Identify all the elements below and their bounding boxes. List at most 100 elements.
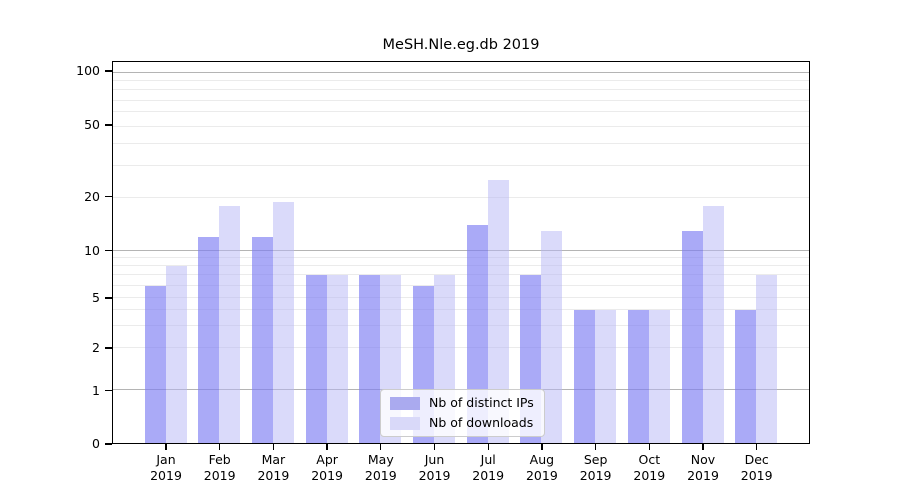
bar-nb-of-distinct-ips-mar bbox=[251, 237, 273, 443]
y-axis-tick bbox=[105, 389, 112, 392]
x-tick-month: Dec bbox=[744, 452, 769, 467]
bar-nb-of-downloads-sep bbox=[595, 310, 617, 443]
plot-area bbox=[112, 61, 810, 444]
bar-nb-of-downloads-dec bbox=[756, 275, 778, 443]
bar-nb-of-downloads-feb bbox=[219, 205, 241, 443]
minor-gridline bbox=[113, 265, 809, 267]
x-tick-month: Aug bbox=[529, 452, 555, 467]
x-axis-tick bbox=[272, 444, 275, 450]
chart-title: MeSH.Nle.eg.db 2019 bbox=[382, 37, 540, 53]
minor-gridline bbox=[113, 324, 809, 326]
x-tick-label-jan: Jan 2019 bbox=[150, 452, 182, 484]
minor-gridline bbox=[113, 274, 809, 276]
bar-nb-of-distinct-ips-jul bbox=[466, 225, 488, 443]
minor-gridline bbox=[113, 111, 809, 113]
legend-item-downloads: Nb of downloads bbox=[390, 416, 534, 430]
minor-gridline bbox=[113, 165, 809, 167]
minor-gridline bbox=[113, 142, 809, 144]
y-axis-tick bbox=[105, 195, 112, 198]
y-axis-tick bbox=[105, 297, 112, 299]
x-tick-year: 2019 bbox=[418, 468, 451, 483]
bar-nb-of-downloads-jan bbox=[165, 266, 187, 443]
x-tick-year: 2019 bbox=[740, 468, 773, 483]
minor-gridline bbox=[113, 284, 809, 286]
x-axis-tick bbox=[702, 444, 704, 450]
x-tick-month: May bbox=[367, 452, 394, 467]
legend: Nb of distinct IPs Nb of downloads bbox=[380, 389, 545, 437]
x-tick-label-jun: Jun 2019 bbox=[419, 452, 451, 484]
x-tick-label-nov: Nov 2019 bbox=[687, 452, 719, 484]
bar-nb-of-downloads-aug bbox=[541, 230, 563, 443]
x-tick-year: 2019 bbox=[257, 468, 290, 483]
x-tick-year: 2019 bbox=[472, 468, 505, 483]
legend-swatch-distinct-ips bbox=[390, 396, 420, 410]
bar-nb-of-downloads-apr bbox=[326, 275, 348, 443]
x-tick-month: Jan bbox=[156, 452, 176, 467]
x-tick-year: 2019 bbox=[633, 468, 666, 483]
y-tick-label: 1 bbox=[92, 382, 100, 398]
x-axis-tick bbox=[594, 444, 597, 450]
minor-gridline bbox=[113, 89, 809, 91]
minor-gridline bbox=[113, 309, 809, 311]
bar-nb-of-distinct-ips-nov bbox=[681, 230, 703, 443]
y-tick-label: 0 bbox=[92, 436, 100, 451]
y-tick-label: 5 bbox=[92, 290, 100, 305]
y-axis-tick bbox=[105, 249, 112, 252]
x-tick-year: 2019 bbox=[150, 468, 182, 483]
x-tick-month: Sep bbox=[583, 452, 608, 467]
y-tick-label: 50 bbox=[84, 116, 100, 132]
x-axis-tick bbox=[433, 444, 436, 450]
bar-nb-of-downloads-jul bbox=[487, 180, 509, 443]
bar-nb-of-distinct-ips-dec bbox=[735, 310, 757, 443]
x-tick-month: Nov bbox=[690, 452, 716, 467]
bar-nb-of-distinct-ips-oct bbox=[627, 310, 649, 443]
minor-gridline bbox=[113, 80, 809, 82]
x-axis-tick bbox=[219, 444, 221, 450]
x-axis-tick bbox=[756, 444, 758, 450]
x-axis-tick bbox=[326, 444, 328, 450]
x-axis-tick bbox=[380, 444, 382, 450]
y-axis-tick bbox=[105, 124, 112, 126]
x-tick-month: Jul bbox=[480, 452, 496, 467]
x-tick-label-feb: Feb 2019 bbox=[204, 452, 236, 484]
x-tick-label-oct: Oct 2019 bbox=[633, 452, 665, 484]
x-tick-label-dec: Dec 2019 bbox=[741, 452, 773, 484]
x-axis-tick bbox=[487, 444, 489, 450]
bar-nb-of-distinct-ips-sep bbox=[574, 310, 596, 443]
y-tick-label: 2 bbox=[92, 339, 100, 355]
y-tick-label: 20 bbox=[84, 188, 100, 204]
bar-nb-of-distinct-ips-feb bbox=[198, 237, 220, 443]
y-tick-label: 100 bbox=[76, 62, 100, 78]
y-axis-tick bbox=[105, 347, 112, 349]
minor-gridline bbox=[113, 297, 809, 299]
x-tick-label-sep: Sep 2019 bbox=[580, 452, 612, 484]
minor-gridline bbox=[113, 346, 809, 348]
x-tick-month: Feb bbox=[208, 452, 231, 467]
x-tick-label-mar: Mar 2019 bbox=[257, 452, 289, 484]
legend-item-distinct-ips: Nb of distinct IPs bbox=[390, 396, 534, 410]
bar-nb-of-downloads-nov bbox=[702, 205, 724, 443]
x-tick-label-aug: Aug 2019 bbox=[526, 452, 558, 484]
x-tick-month: Apr bbox=[316, 452, 338, 467]
x-tick-label-jul: Jul 2019 bbox=[472, 452, 504, 484]
x-axis-tick bbox=[165, 444, 167, 450]
x-axis-tick bbox=[541, 444, 543, 450]
x-tick-month: Oct bbox=[638, 452, 661, 467]
legend-label-distinct-ips: Nb of distinct IPs bbox=[429, 395, 534, 410]
x-tick-month: Mar bbox=[261, 452, 286, 467]
bar-nb-of-distinct-ips-may bbox=[359, 275, 381, 443]
minor-gridline bbox=[113, 125, 809, 127]
y-axis-tick bbox=[105, 70, 112, 72]
minor-gridline bbox=[113, 99, 809, 101]
x-tick-year: 2019 bbox=[687, 468, 719, 483]
x-tick-year: 2019 bbox=[525, 468, 558, 483]
bar-nb-of-distinct-ips-jan bbox=[144, 285, 166, 443]
legend-label-downloads: Nb of downloads bbox=[429, 415, 534, 430]
major-gridline bbox=[113, 250, 809, 252]
x-tick-year: 2019 bbox=[579, 468, 612, 483]
bar-nb-of-distinct-ips-apr bbox=[305, 275, 327, 443]
x-axis-tick bbox=[648, 444, 650, 450]
x-tick-year: 2019 bbox=[311, 468, 343, 483]
x-tick-year: 2019 bbox=[203, 468, 236, 483]
